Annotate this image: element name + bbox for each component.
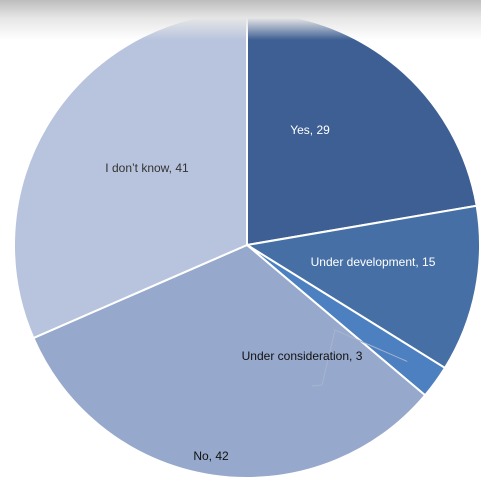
slice-label-under-development: Under development, 15 (311, 255, 436, 269)
leader-line (311, 329, 408, 387)
slice-label-under-consideration: Under consideration, 3 (242, 349, 363, 363)
pie-slice-under-development (244, 204, 481, 370)
pie-slice-no (32, 243, 427, 479)
slice-label-yes: Yes, 29 (290, 123, 330, 137)
slice-label-no: No, 42 (193, 449, 229, 463)
pie-slice-yes (246, 10, 478, 247)
slice-label-i-don-t-know: I don’t know, 41 (105, 161, 189, 175)
